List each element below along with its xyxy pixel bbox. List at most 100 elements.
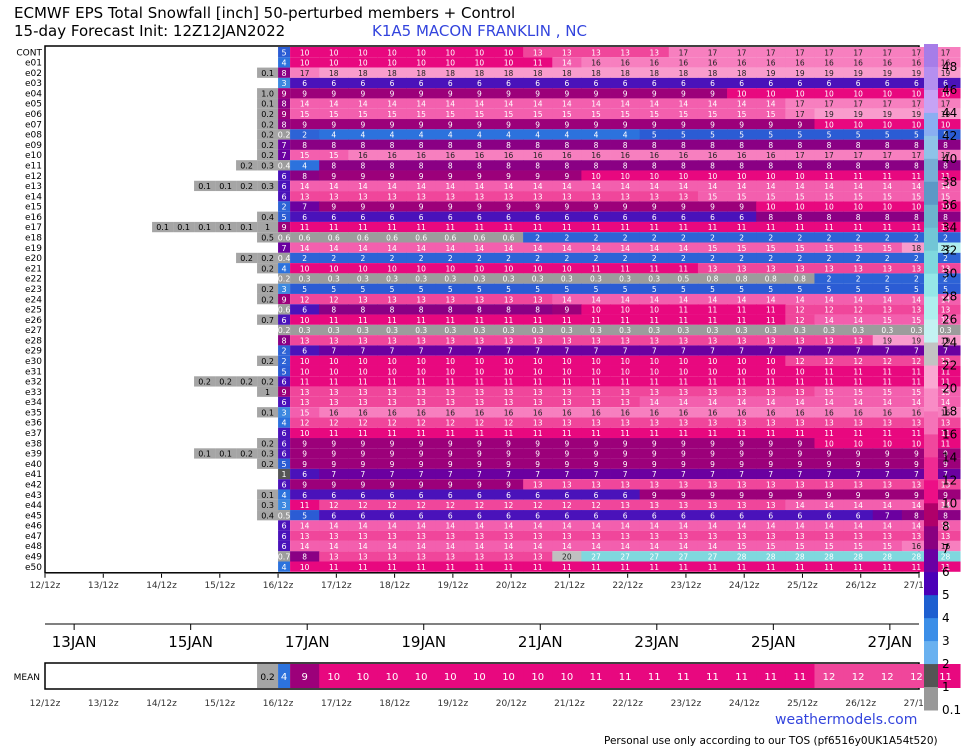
data-cell-label: 11 (679, 223, 689, 232)
data-cell (639, 314, 670, 325)
data-cell (494, 57, 524, 68)
data-cell (290, 77, 320, 89)
data-cell (727, 201, 757, 212)
data-cell-label: 15 (300, 110, 310, 119)
data-cell-label: 19 (824, 69, 834, 78)
data-cell (697, 479, 728, 490)
data-cell (610, 170, 641, 181)
data-cell (901, 170, 932, 181)
data-cell (290, 540, 320, 552)
data-cell (610, 211, 641, 222)
data-cell (668, 438, 699, 449)
data-cell-label: 10 (708, 357, 718, 366)
data-cell (785, 129, 815, 140)
data-cell-label: 13 (562, 398, 572, 407)
data-cell (610, 520, 641, 531)
data-cell (872, 540, 903, 552)
data-cell-label: 13 (300, 192, 310, 201)
data-cell (552, 396, 582, 408)
data-cell-label: 15 (853, 192, 863, 201)
data-cell-label: 2 (594, 254, 599, 263)
start-cell-label: 7 (282, 141, 287, 150)
data-cell (843, 427, 874, 439)
data-cell-label: 0.3 (648, 326, 660, 335)
data-cell-label: 16 (446, 151, 456, 160)
data-cell (377, 355, 407, 366)
data-cell-label: 9 (535, 450, 540, 459)
data-cell (406, 242, 437, 253)
colorbar-swatch (924, 595, 938, 619)
start-cell-label: 4 (282, 419, 287, 428)
data-cell (639, 468, 670, 480)
data-cell (610, 57, 641, 68)
start-cell-label: 9 (282, 223, 287, 232)
data-cell-label: 14 (329, 182, 339, 191)
pre-cell-label: 0.2 (219, 378, 232, 387)
data-cell (523, 88, 553, 99)
data-cell (581, 119, 611, 130)
data-cell-label: 5 (652, 285, 657, 294)
data-cell-label: 8 (623, 141, 628, 150)
data-cell-label: 11 (329, 378, 339, 387)
data-cell-label: 13 (649, 388, 659, 397)
data-cell (610, 242, 641, 253)
data-cell (377, 407, 407, 418)
start-cell-label: 9 (282, 89, 287, 98)
data-cell-label: 10 (504, 367, 514, 376)
data-cell (523, 479, 553, 490)
data-cell (290, 561, 320, 572)
data-cell-label: 9 (564, 203, 569, 212)
data-cell-label: 14 (562, 542, 572, 551)
data-cell-label: 5 (535, 285, 540, 294)
data-cell (494, 160, 524, 171)
data-cell (785, 160, 815, 171)
data-cell-label: 12 (329, 501, 339, 510)
data-cell-label: 13 (533, 532, 543, 541)
data-cell (639, 365, 670, 377)
data-cell (523, 57, 553, 68)
data-cell-label: 11 (824, 172, 834, 181)
member-label: e38 (25, 439, 42, 449)
data-cell-label: 14 (883, 398, 893, 407)
data-cell (785, 139, 815, 150)
data-cell (581, 77, 611, 89)
data-cell-label: 14 (795, 182, 805, 191)
start-cell (278, 355, 291, 366)
pre-cell (257, 314, 279, 325)
data-cell-label: 16 (679, 408, 689, 417)
data-cell-label: 14 (504, 100, 514, 109)
pre-cell (257, 293, 279, 305)
time-tick-label: 21/12z (554, 699, 585, 709)
data-cell-label: 10 (766, 357, 776, 366)
start-cell (278, 468, 291, 480)
data-cell-label: 9 (477, 203, 482, 212)
member-label: e04 (25, 89, 42, 99)
data-cell (464, 139, 495, 150)
data-cell-label: 19 (912, 69, 922, 78)
data-cell-label: 6 (331, 213, 336, 222)
data-cell-label: 6 (768, 511, 773, 520)
site-credit[interactable]: weathermodels.com (775, 712, 918, 728)
mean-cell-label: 12 (852, 672, 865, 683)
data-cell-label: 14 (446, 244, 456, 253)
data-cell (348, 396, 378, 408)
data-cell (348, 468, 378, 480)
data-cell-label: 14 (737, 100, 747, 109)
data-cell (727, 540, 757, 552)
data-cell (435, 180, 466, 192)
data-cell (756, 324, 786, 336)
data-cell-label: 14 (591, 244, 601, 253)
data-cell (377, 242, 407, 253)
data-cell-label: 16 (562, 408, 572, 417)
data-cell-label: 9 (419, 450, 424, 459)
data-cell-label: 14 (300, 244, 310, 253)
data-cell-label: 12 (387, 501, 397, 510)
data-cell (843, 355, 874, 366)
data-cell-label: 6 (390, 213, 395, 222)
data-cell-label: 8 (448, 306, 453, 315)
data-cell-label: 10 (620, 357, 630, 366)
data-cell (931, 252, 961, 264)
data-cell-label: 13 (562, 388, 572, 397)
data-cell-label: 9 (710, 450, 715, 459)
data-cell-label: 14 (387, 522, 397, 531)
